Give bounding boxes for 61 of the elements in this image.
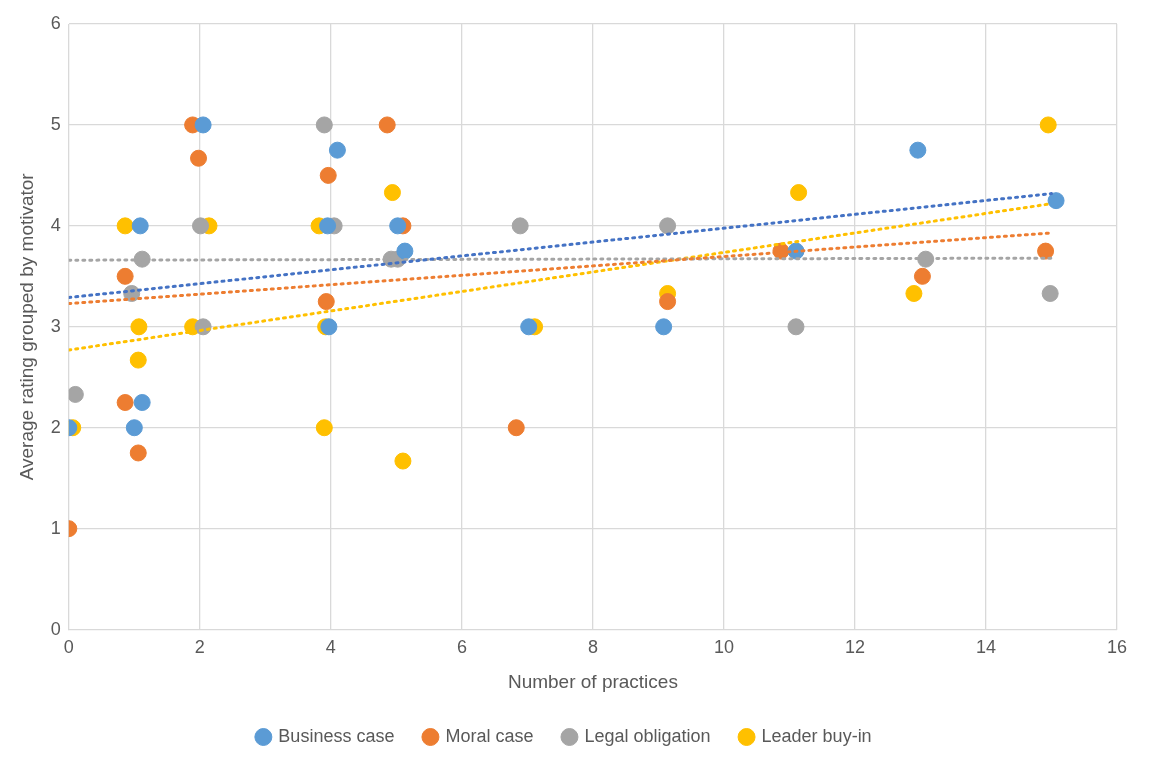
point <box>909 141 927 159</box>
y-tick-label: 6 <box>50 12 61 33</box>
point <box>394 452 412 470</box>
y-tick-label: 2 <box>50 416 61 437</box>
y-tick-label: 3 <box>50 315 61 336</box>
x-axis-title: Number of practices <box>507 670 678 692</box>
point <box>317 293 335 311</box>
x-tick-label: 0 <box>63 637 74 658</box>
y-tick-label: 4 <box>50 214 61 235</box>
y-tick-label: 0 <box>50 618 61 639</box>
point <box>378 116 396 134</box>
point <box>125 419 143 437</box>
point <box>116 394 134 411</box>
x-tick-label: 14 <box>975 637 996 658</box>
x-tick-label: 16 <box>1106 637 1128 658</box>
x-tick-label: 4 <box>325 637 336 658</box>
point <box>383 184 401 202</box>
point <box>507 419 525 437</box>
x-tick-label: 2 <box>194 637 205 658</box>
point <box>389 217 407 235</box>
point <box>905 284 923 302</box>
legend-label: Leader buy-in <box>761 725 872 746</box>
point <box>319 217 337 235</box>
point <box>133 394 151 411</box>
point <box>787 318 805 336</box>
point <box>1041 284 1059 302</box>
point <box>191 217 209 235</box>
point <box>194 116 212 134</box>
point <box>659 217 677 235</box>
legend-label: Business case <box>278 725 395 746</box>
point <box>511 217 529 235</box>
point <box>315 419 333 437</box>
point <box>116 217 134 235</box>
x-tick-label: 10 <box>713 637 734 658</box>
point <box>319 166 337 184</box>
point <box>129 351 147 369</box>
x-tick-label: 6 <box>456 637 467 658</box>
point <box>913 267 931 285</box>
point <box>116 267 134 285</box>
point <box>131 217 149 235</box>
legend-label: Moral case <box>445 725 534 746</box>
point <box>659 293 677 311</box>
point <box>1037 242 1055 260</box>
point <box>1047 192 1065 210</box>
point <box>396 242 414 260</box>
legend-label: Legal obligation <box>584 725 711 746</box>
point <box>1039 116 1057 134</box>
point <box>315 116 333 134</box>
x-tick-label: 12 <box>844 637 865 658</box>
x-tick-label: 8 <box>587 637 598 658</box>
point <box>190 149 208 167</box>
point <box>130 318 148 336</box>
point <box>68 385 84 403</box>
y-tick-label: 1 <box>50 517 61 538</box>
point <box>328 141 346 159</box>
y-tick-label: 5 <box>50 113 61 134</box>
y-axis-title: Average rating grouped by motivator <box>15 172 37 481</box>
point <box>655 318 673 336</box>
point <box>790 184 808 202</box>
point <box>520 318 538 336</box>
point <box>129 444 147 462</box>
